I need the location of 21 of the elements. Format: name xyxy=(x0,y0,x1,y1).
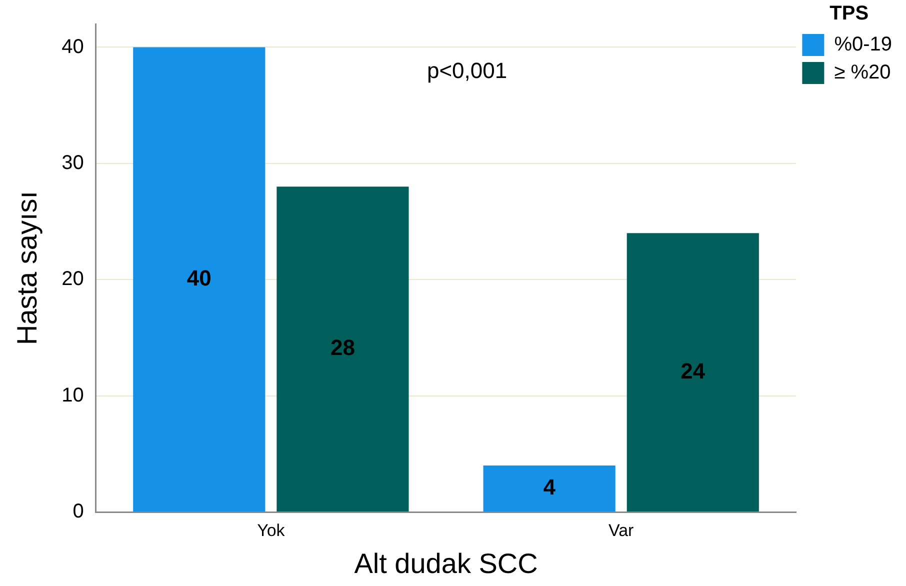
y-tick-label: 20 xyxy=(62,268,84,290)
y-tick-label: 40 xyxy=(62,36,84,58)
x-axis-title: Alt dudak SCC xyxy=(354,548,538,579)
bar xyxy=(626,233,759,512)
y-axis-title: Hasta sayısı xyxy=(12,190,43,346)
x-tick-label: Var xyxy=(608,520,634,540)
data-label: 40 xyxy=(186,265,212,290)
legend-title: TPS xyxy=(830,2,869,25)
data-label: 24 xyxy=(680,358,706,384)
x-tick-label: Yok xyxy=(257,520,286,540)
legend-label: %0-19 xyxy=(834,34,892,56)
y-tick-label: 30 xyxy=(62,152,84,174)
bar xyxy=(483,466,616,512)
y-tick-label: 10 xyxy=(62,384,84,406)
data-label: 28 xyxy=(330,335,355,360)
bar xyxy=(276,186,409,512)
annotation: p<0,001 xyxy=(426,58,508,84)
legend-label: ≥ %20 xyxy=(834,62,891,84)
y-tick-label: 0 xyxy=(72,500,84,523)
data-label: 4 xyxy=(543,474,556,500)
bar xyxy=(133,47,266,512)
